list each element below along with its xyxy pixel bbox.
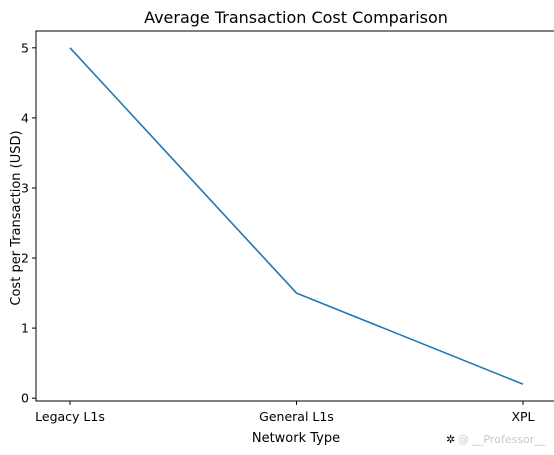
watermark: ✲ @ __Professor__ [446, 433, 546, 446]
chart-title: Average Transaction Cost Comparison [144, 8, 448, 27]
x-axis: Legacy L1s General L1s XPL [35, 401, 535, 424]
series-layer [69, 47, 524, 385]
watermark-text: @ __Professor__ [458, 433, 546, 446]
y-tick-label: 0 [21, 391, 29, 406]
x-axis-label: Network Type [252, 431, 340, 446]
watermark-icon: ✲ [446, 433, 455, 446]
y-tick-label: 5 [21, 40, 29, 55]
y-tick-label: 1 [21, 321, 29, 336]
y-tick-label: 4 [21, 110, 29, 125]
y-tick-label: 3 [21, 180, 29, 195]
x-tick-label: Legacy L1s [35, 409, 105, 424]
y-tick-label: 2 [21, 251, 29, 266]
y-axis-label: Cost per Transaction (USD) [9, 130, 24, 305]
series-line [69, 47, 524, 385]
x-tick-label: General L1s [259, 409, 334, 424]
x-tick-label: XPL [511, 409, 534, 424]
y-axis: 0 1 2 3 4 5 [21, 40, 36, 406]
